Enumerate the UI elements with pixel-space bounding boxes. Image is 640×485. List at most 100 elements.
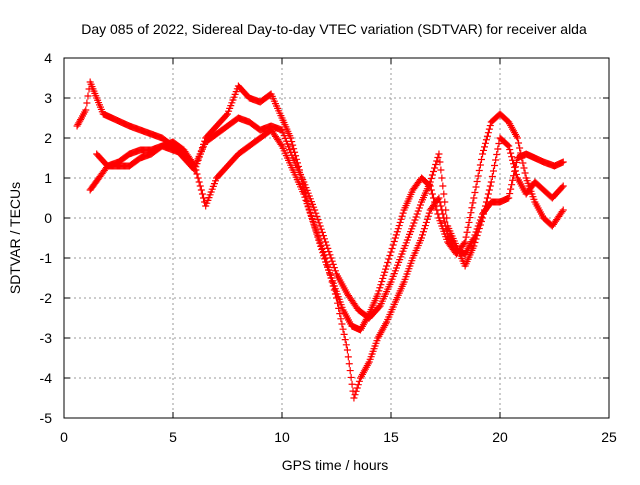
- data-marker: [506, 146, 514, 154]
- data-point: [461, 238, 469, 246]
- data-marker: [485, 186, 493, 194]
- data-marker: [345, 360, 353, 368]
- y-tick-label: -4: [40, 370, 53, 386]
- data-point: [322, 238, 330, 246]
- data-marker: [192, 166, 200, 174]
- data-marker: [477, 218, 485, 225]
- data-marker: [492, 156, 500, 164]
- data-point: [479, 150, 487, 158]
- data-marker: [495, 140, 503, 147]
- data-marker: [195, 178, 203, 186]
- data-marker: [434, 154, 442, 161]
- data-marker: [331, 267, 339, 275]
- data-marker: [483, 194, 491, 202]
- data-marker: [355, 377, 363, 385]
- data-marker: [375, 303, 383, 311]
- data-marker: [468, 204, 476, 212]
- data-marker: [493, 151, 501, 158]
- data-marker: [301, 193, 309, 201]
- data-marker: [330, 286, 338, 294]
- data-marker: [318, 228, 326, 236]
- data-marker: [441, 218, 449, 226]
- data-marker: [352, 387, 360, 395]
- data-marker: [474, 228, 482, 236]
- data-marker: [393, 228, 401, 236]
- data-marker: [377, 281, 385, 289]
- data-marker: [507, 149, 515, 157]
- data-marker: [222, 111, 230, 119]
- data-marker: [430, 168, 438, 175]
- data-marker: [289, 141, 297, 149]
- x-axis-tick-labels: 0 5 10 15 20 25: [60, 429, 617, 445]
- data-series-2: [86, 126, 567, 402]
- data-marker: [342, 341, 350, 349]
- data-marker: [437, 166, 445, 174]
- data-marker: [420, 225, 428, 233]
- data-marker: [324, 262, 332, 270]
- y-tick-label: -2: [40, 290, 53, 306]
- data-marker: [506, 190, 514, 198]
- y-tick-label: -5: [40, 410, 53, 426]
- data-marker: [465, 218, 473, 226]
- data-points: [73, 78, 567, 402]
- data-point: [470, 194, 478, 202]
- data-marker: [474, 172, 482, 180]
- data-marker: [471, 189, 479, 196]
- data-marker: [476, 221, 484, 229]
- data-marker: [194, 174, 202, 182]
- data-marker: [427, 186, 435, 194]
- data-marker: [395, 222, 403, 230]
- data-marker: [412, 213, 420, 221]
- data-marker: [354, 381, 362, 389]
- data-point: [559, 206, 567, 214]
- data-marker: [472, 183, 480, 191]
- data-marker: [348, 380, 356, 388]
- data-marker: [464, 223, 472, 231]
- data-marker: [419, 228, 427, 236]
- data-marker: [471, 239, 479, 246]
- data-marker: [346, 367, 354, 375]
- data-marker: [390, 238, 398, 245]
- data-marker: [331, 290, 339, 298]
- data-marker: [325, 248, 333, 256]
- data-marker: [480, 206, 488, 214]
- data-marker: [486, 122, 494, 130]
- data-marker: [477, 156, 485, 163]
- data-marker: [196, 182, 204, 190]
- data-marker: [410, 219, 418, 227]
- data-marker: [323, 241, 331, 249]
- data-marker: [494, 145, 502, 153]
- data-marker: [516, 144, 524, 152]
- data-marker: [312, 209, 320, 217]
- x-tick-label: 0: [60, 429, 68, 445]
- data-marker: [439, 182, 447, 190]
- data-marker: [339, 325, 347, 333]
- data-marker: [466, 214, 474, 222]
- data-marker: [326, 251, 334, 259]
- data-point: [479, 214, 487, 222]
- data-point: [409, 222, 417, 230]
- data-marker: [330, 264, 338, 272]
- data-marker: [329, 260, 337, 268]
- data-marker: [387, 248, 395, 256]
- data-marker: [476, 161, 484, 169]
- data-marker: [341, 336, 349, 344]
- data-marker: [325, 266, 333, 274]
- data-marker: [443, 214, 451, 222]
- data-marker: [385, 255, 393, 263]
- y-tick-label: 0: [44, 210, 52, 226]
- data-point: [418, 234, 426, 242]
- data-marker: [462, 233, 470, 241]
- data-marker: [521, 169, 529, 177]
- grid-lines: [64, 58, 609, 418]
- data-marker: [484, 190, 492, 198]
- data-marker: [384, 259, 392, 266]
- data-marker: [507, 185, 515, 193]
- data-marker: [424, 212, 432, 220]
- data-marker: [418, 231, 426, 239]
- data-marker: [437, 202, 445, 210]
- data-marker: [475, 167, 483, 174]
- data-marker: [482, 198, 490, 206]
- data-marker: [512, 167, 520, 175]
- data-point: [426, 178, 434, 186]
